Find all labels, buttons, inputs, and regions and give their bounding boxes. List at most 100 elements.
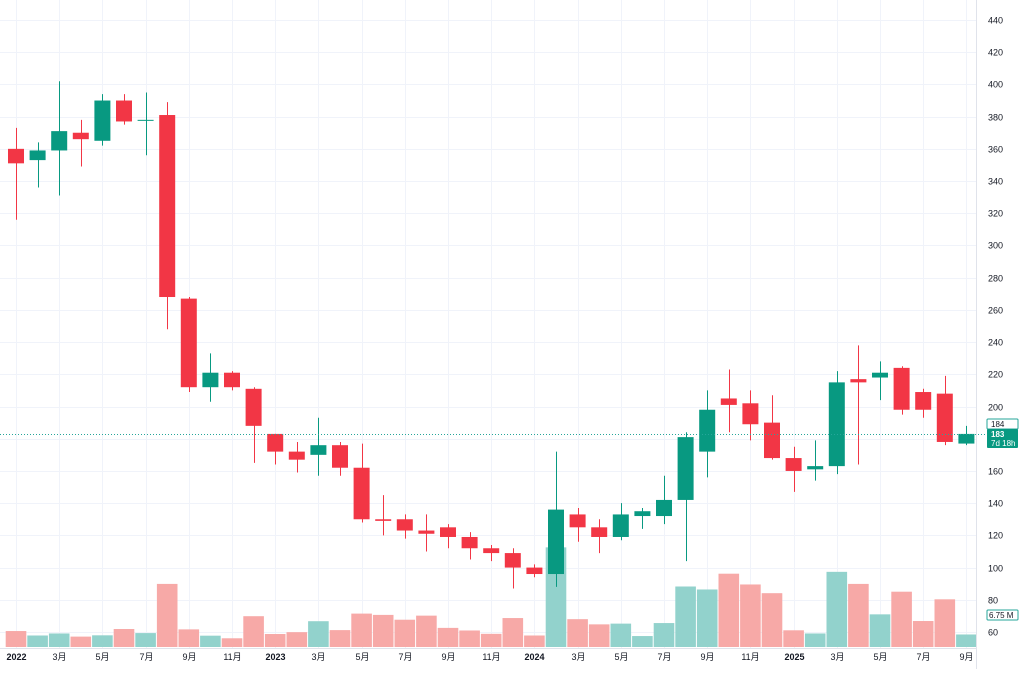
x-tick-label: 9月	[700, 652, 714, 662]
volume-bar	[70, 636, 92, 647]
candle-body	[51, 131, 68, 151]
candle-body	[936, 393, 953, 442]
volume-bar	[610, 623, 632, 647]
candle-body	[958, 433, 975, 444]
candle-body	[72, 132, 89, 140]
candle-body	[353, 467, 370, 520]
x-tick-year-label: 2024	[524, 652, 544, 662]
candle	[872, 361, 888, 401]
candle	[137, 92, 154, 156]
candle	[504, 548, 521, 589]
y-tick-label: 300	[988, 241, 1003, 251]
y-tick-label: 280	[988, 274, 1003, 284]
volume-bar	[632, 636, 653, 647]
candle-body	[202, 372, 219, 388]
volume-bar	[826, 571, 848, 647]
candle	[807, 440, 824, 481]
candle	[72, 119, 89, 167]
candle-body	[288, 451, 305, 460]
candle	[526, 564, 543, 578]
candlesticks	[8, 81, 975, 589]
candle	[828, 371, 845, 475]
volume-bar	[329, 630, 351, 647]
candle-body	[742, 403, 759, 425]
x-tick-label: 11月	[482, 652, 500, 662]
y-tick-label: 200	[988, 403, 1003, 413]
candle	[915, 388, 932, 418]
candle	[720, 369, 737, 433]
candle	[893, 366, 910, 415]
y-tick-label: 260	[988, 306, 1003, 316]
volume-bar	[567, 619, 588, 647]
candle-body	[634, 511, 651, 517]
candle-body	[720, 398, 737, 405]
volume-label: 6.75 M	[989, 611, 1014, 620]
volume-bar	[848, 583, 869, 647]
candle	[656, 475, 672, 525]
candle-body	[116, 100, 132, 122]
volume-bar	[5, 631, 27, 647]
volume-bar	[956, 634, 977, 647]
volume-bar	[372, 614, 394, 647]
volume-bar	[27, 635, 48, 647]
x-tick-label: 3月	[311, 652, 325, 662]
volume-bar	[200, 635, 221, 647]
candle-body	[396, 519, 413, 531]
candle-body	[915, 392, 932, 410]
candle-body	[224, 372, 240, 388]
volume-bar	[459, 630, 480, 647]
volume-bar	[351, 613, 372, 647]
candle	[267, 433, 284, 465]
y-tick-label: 320	[988, 209, 1003, 219]
volume-bar	[135, 633, 156, 647]
candle	[245, 387, 262, 463]
y-tick-label: 100	[988, 564, 1003, 574]
volume-bar	[113, 629, 135, 647]
candle-body	[461, 536, 478, 549]
volume-bar	[92, 635, 113, 647]
candle-body	[8, 148, 24, 164]
volume-bar	[912, 621, 934, 647]
candle	[353, 443, 370, 523]
volume-bar	[264, 634, 286, 647]
candle-body	[418, 530, 435, 534]
x-tick-label: 11月	[741, 652, 759, 662]
volume-bar	[178, 629, 200, 647]
volume-bar	[156, 583, 178, 647]
candle	[418, 514, 435, 552]
time-axis[interactable]: 2022 3月 5月 7月 9月 11月 2023 3月 5月 7月 9月 11月 2024 3月 5月 7月…	[6, 652, 973, 662]
candle	[569, 507, 586, 542]
volume-bars	[5, 547, 977, 647]
countdown-label: 7d 18h	[991, 439, 1015, 448]
candle	[51, 81, 68, 196]
candle	[677, 432, 694, 562]
y-tick-label: 160	[988, 467, 1003, 477]
candle-body	[569, 514, 586, 528]
x-tick-label: 7月	[398, 652, 412, 662]
x-tick-label: 5月	[95, 652, 109, 662]
volume-bar	[783, 630, 804, 647]
candle	[634, 507, 651, 529]
candle	[332, 441, 348, 476]
candle	[440, 524, 456, 549]
candle-body	[872, 372, 888, 378]
candle	[699, 390, 716, 478]
price-axis[interactable]: 6080100120140160180200220240260280300320…	[988, 16, 1003, 638]
volume-bar	[869, 614, 891, 647]
candle-body	[893, 367, 910, 410]
candle-body	[29, 150, 46, 161]
x-tick-label: 5月	[614, 652, 628, 662]
candle-body	[375, 519, 392, 521]
x-tick-year-label: 2022	[6, 652, 26, 662]
candle-body	[483, 548, 500, 554]
candle-body	[828, 382, 845, 467]
candle	[936, 375, 953, 446]
y-tick-label: 360	[988, 145, 1003, 155]
volume-bar	[48, 633, 70, 647]
volume-bar	[480, 633, 502, 647]
candle	[224, 371, 240, 391]
volume-bar	[524, 635, 545, 647]
x-tick-label: 7月	[657, 652, 671, 662]
